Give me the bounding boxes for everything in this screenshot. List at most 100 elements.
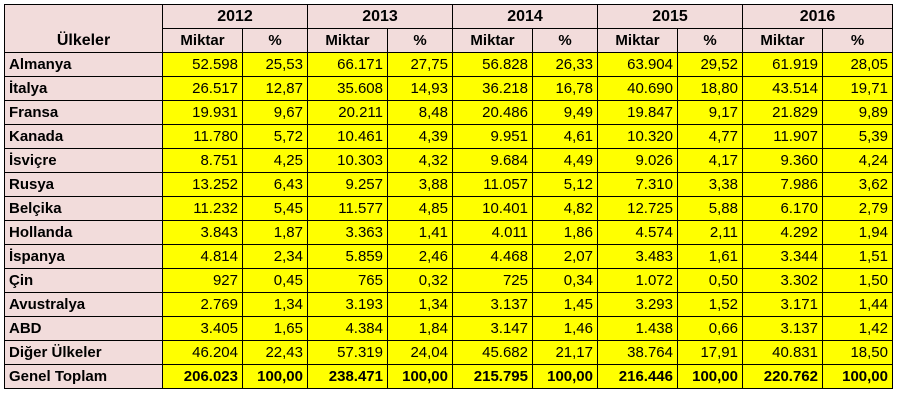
percent-cell: 28,05	[822, 52, 893, 77]
amount-cell: 2.769	[162, 292, 243, 317]
percent-cell: 4,61	[532, 124, 598, 149]
percent-cell: 4,32	[387, 148, 453, 173]
percent-cell: 2,46	[387, 244, 453, 269]
amount-cell: 3.302	[742, 268, 823, 293]
amount-cell: 10.401	[452, 196, 533, 221]
percent-cell: 12,87	[242, 76, 308, 101]
amount-cell: 61.919	[742, 52, 823, 77]
amount-cell: 9.360	[742, 148, 823, 173]
table-row: ABD 3.405 1,65 4.384 1,84 3.147 1,46 1.438 0,66 3…	[4, 316, 893, 341]
table-row: Hollanda 3.843 1,87 3.363 1,41 4.011 1,86 4.574…	[4, 220, 893, 245]
amount-cell: 3.293	[597, 292, 678, 317]
amount-cell: 7.310	[597, 172, 678, 197]
amount-cell: 35.608	[307, 76, 388, 101]
amount-cell: 12.725	[597, 196, 678, 221]
amount-cell: 46.204	[162, 340, 243, 365]
percent-cell: 1,84	[387, 316, 453, 341]
percent-header: %	[532, 28, 598, 53]
percent-cell: 0,45	[242, 268, 308, 293]
amount-cell: 4.814	[162, 244, 243, 269]
amount-cell: 4.574	[597, 220, 678, 245]
table-row: Çin 927 0,45 765 0,32 725 0,34 1.072 0,50 3.302 1,…	[4, 268, 893, 293]
amount-cell: 21.829	[742, 100, 823, 125]
percent-cell: 4,39	[387, 124, 453, 149]
percent-cell: 9,49	[532, 100, 598, 125]
percent-cell: 1,34	[242, 292, 308, 317]
export-table: Ülkeler 2012 2013 2014 2015 2016 Miktar …	[4, 4, 893, 389]
percent-cell: 5,39	[822, 124, 893, 149]
country-name: ABD	[4, 316, 163, 341]
amount-cell: 6.170	[742, 196, 823, 221]
percent-cell: 5,88	[677, 196, 743, 221]
amount-cell: 20.211	[307, 100, 388, 125]
percent-cell: 4,25	[242, 148, 308, 173]
percent-cell: 3,88	[387, 172, 453, 197]
amount-cell: 11.232	[162, 196, 243, 221]
percent-cell: 9,89	[822, 100, 893, 125]
country-name: Belçika	[4, 196, 163, 221]
table-row: Belçika 11.232 5,45 11.577 4,85 10.401 4,82 12.…	[4, 196, 893, 221]
total-row: Genel Toplam 206.023 100,00 238.471 100,00 21…	[4, 364, 893, 389]
amount-cell: 3.483	[597, 244, 678, 269]
country-column-header: Ülkeler	[4, 4, 163, 53]
amount-cell: 26.517	[162, 76, 243, 101]
percent-cell: 4,24	[822, 148, 893, 173]
percent-cell: 27,75	[387, 52, 453, 77]
table-row: Kanada 11.780 5,72 10.461 4,39 9.951 4,61 10.32…	[4, 124, 893, 149]
table-row: İtalya 26.517 12,87 35.608 14,93 36.218 16,78 4…	[4, 76, 893, 101]
amount-cell: 45.682	[452, 340, 533, 365]
total-label: Genel Toplam	[4, 364, 163, 389]
percent-cell: 29,52	[677, 52, 743, 77]
amount-cell: 216.446	[597, 364, 678, 389]
percent-header: %	[242, 28, 308, 53]
amount-cell: 57.319	[307, 340, 388, 365]
percent-cell: 2,07	[532, 244, 598, 269]
amount-cell: 1.072	[597, 268, 678, 293]
country-name: Hollanda	[4, 220, 163, 245]
percent-cell: 14,93	[387, 76, 453, 101]
amount-cell: 3.137	[452, 292, 533, 317]
percent-cell: 1,34	[387, 292, 453, 317]
amount-cell: 10.461	[307, 124, 388, 149]
percent-cell: 8,48	[387, 100, 453, 125]
table-row: Diğer Ülkeler 46.204 22,43 57.319 24,04 45.68…	[4, 340, 893, 365]
percent-cell: 4,82	[532, 196, 598, 221]
percent-cell: 0,50	[677, 268, 743, 293]
percent-cell: 1,41	[387, 220, 453, 245]
percent-cell: 25,53	[242, 52, 308, 77]
percent-cell: 1,61	[677, 244, 743, 269]
percent-cell: 100,00	[677, 364, 743, 389]
amount-cell: 220.762	[742, 364, 823, 389]
amount-cell: 4.011	[452, 220, 533, 245]
amount-cell: 215.795	[452, 364, 533, 389]
percent-cell: 100,00	[387, 364, 453, 389]
percent-cell: 3,62	[822, 172, 893, 197]
amount-cell: 66.171	[307, 52, 388, 77]
percent-cell: 3,38	[677, 172, 743, 197]
percent-cell: 9,17	[677, 100, 743, 125]
table-body: Almanya 52.598 25,53 66.171 27,75 56.828 26,33…	[4, 52, 893, 389]
amount-cell: 4.292	[742, 220, 823, 245]
table-row: Rusya 13.252 6,43 9.257 3,88 11.057 5,12 7.310 3…	[4, 172, 893, 197]
amount-cell: 8.751	[162, 148, 243, 173]
percent-cell: 2,34	[242, 244, 308, 269]
amount-cell: 38.764	[597, 340, 678, 365]
amount-cell: 3.405	[162, 316, 243, 341]
amount-cell: 9.257	[307, 172, 388, 197]
amount-cell: 5.859	[307, 244, 388, 269]
percent-cell: 4,49	[532, 148, 598, 173]
amount-header: Miktar	[162, 28, 243, 53]
amount-cell: 36.218	[452, 76, 533, 101]
percent-cell: 0,32	[387, 268, 453, 293]
percent-cell: 18,50	[822, 340, 893, 365]
percent-cell: 100,00	[532, 364, 598, 389]
amount-cell: 9.684	[452, 148, 533, 173]
percent-header: %	[677, 28, 743, 53]
amount-cell: 3.137	[742, 316, 823, 341]
year-header-2015: 2015	[597, 4, 743, 29]
percent-cell: 6,43	[242, 172, 308, 197]
amount-cell: 20.486	[452, 100, 533, 125]
percent-cell: 16,78	[532, 76, 598, 101]
amount-cell: 63.904	[597, 52, 678, 77]
percent-cell: 4,85	[387, 196, 453, 221]
